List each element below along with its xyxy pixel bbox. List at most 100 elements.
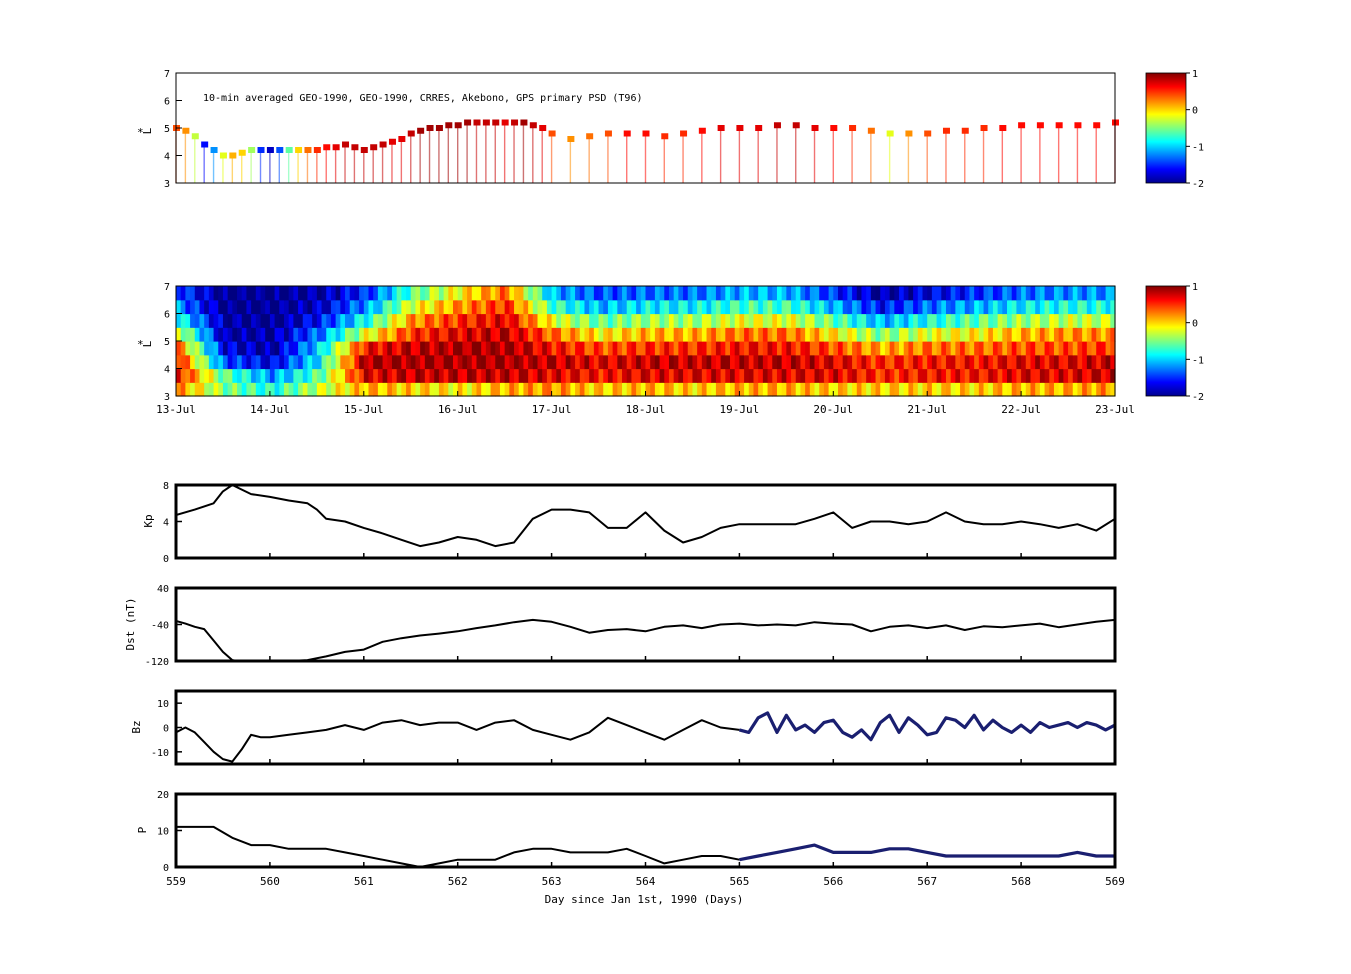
- heatmap-cell: [396, 327, 402, 342]
- heatmap-cell: [1007, 341, 1013, 356]
- heatmap-cell: [542, 382, 548, 397]
- heatmap-cell: [974, 299, 980, 315]
- heatmap-cell: [903, 299, 910, 315]
- plot-frame: [174, 689, 1117, 766]
- heatmap-cell: [481, 313, 487, 328]
- trajectory-point: [313, 147, 321, 153]
- heatmap-cell: [941, 299, 947, 315]
- heatmap-cell: [819, 286, 825, 301]
- heatmap-cell: [565, 341, 571, 356]
- heatmap-cell: [870, 313, 877, 328]
- heatmap-cell: [856, 313, 863, 328]
- heatmap-cell: [823, 286, 830, 301]
- heatmap-cell: [330, 382, 337, 397]
- heatmap-cell: [485, 368, 492, 383]
- heatmap-cell: [490, 382, 496, 397]
- heatmap-cell: [546, 368, 553, 383]
- heatmap-cell: [213, 368, 219, 383]
- heatmap-cell: [443, 327, 449, 342]
- heatmap-cell: [434, 299, 440, 315]
- heatmap-cell: [861, 299, 867, 315]
- heatmap-cell: [800, 286, 806, 301]
- heatmap-cell: [814, 299, 820, 315]
- heatmap-cell: [565, 327, 571, 342]
- x-tick-label: 565: [729, 875, 749, 888]
- heatmap-cell: [335, 368, 341, 383]
- heatmap-cell: [368, 354, 374, 370]
- heatmap-cell: [1039, 327, 1046, 342]
- heatmap-cell: [908, 327, 914, 342]
- heatmap-cell: [283, 354, 290, 370]
- heatmap-cell: [326, 341, 332, 356]
- heatmap-cell: [396, 313, 402, 328]
- heatmap-cell: [1011, 382, 1018, 397]
- heatmap-cell: [997, 286, 1003, 301]
- heatmap-cell: [701, 368, 708, 383]
- heatmap-cell: [603, 313, 609, 328]
- heatmap-cell: [321, 299, 327, 315]
- heatmap-cell: [711, 299, 717, 315]
- heatmap-cell: [988, 299, 994, 315]
- heatmap-cell: [687, 368, 694, 383]
- heatmap-cell: [1016, 299, 1022, 315]
- heatmap-cell: [781, 341, 787, 356]
- heatmap-cell: [645, 368, 651, 383]
- heatmap-cell: [274, 313, 280, 328]
- heatmap-cell: [255, 382, 262, 397]
- heatmap-cell: [518, 368, 525, 383]
- heatmap-cell: [955, 313, 961, 328]
- heatmap-cell: [725, 368, 731, 383]
- colorbar-tick-label: 0: [1192, 319, 1198, 330]
- heatmap-cell: [668, 327, 675, 342]
- heatmap-cell: [1011, 299, 1018, 315]
- heatmap-cell: [499, 313, 506, 328]
- heatmap-cell: [321, 382, 327, 397]
- heatmap-cell: [1035, 313, 1041, 328]
- heatmap-cell: [622, 382, 628, 397]
- trajectory-point: [257, 147, 265, 153]
- heatmap-cell: [495, 354, 501, 370]
- heatmap-cell: [913, 313, 919, 328]
- heatmap-cell: [1044, 327, 1050, 342]
- heatmap-cell: [870, 382, 877, 397]
- heatmap-cell: [438, 313, 445, 328]
- heatmap-cell: [678, 382, 684, 397]
- heatmap-cell: [687, 313, 694, 328]
- heatmap-cell: [424, 382, 431, 397]
- heatmap-cell: [349, 368, 356, 383]
- heatmap-cell: [955, 382, 961, 397]
- heatmap-cell: [1021, 313, 1027, 328]
- heatmap-cell: [692, 382, 698, 397]
- heatmap-cell: [542, 327, 548, 342]
- heatmap-cell: [908, 313, 914, 328]
- heatmap-cell: [1030, 286, 1036, 301]
- heatmap-cell: [697, 286, 703, 301]
- heatmap-cell: [1053, 368, 1060, 383]
- x-tick-label: 564: [636, 875, 656, 888]
- heatmap-cell: [814, 368, 820, 383]
- heatmap-cell: [603, 368, 609, 383]
- heatmap-cell: [636, 368, 642, 383]
- heatmap-cell: [185, 341, 191, 356]
- heatmap-cell: [227, 299, 233, 315]
- heatmap-cell: [711, 286, 717, 301]
- heatmap-cell: [1096, 368, 1102, 383]
- heatmap-cell: [786, 299, 792, 315]
- heatmap-cell: [518, 313, 525, 328]
- heatmap-cell: [204, 327, 210, 342]
- trajectory-point: [1074, 122, 1082, 129]
- heatmap-cell: [814, 382, 820, 397]
- heatmap-cell: [903, 354, 910, 370]
- trajectory-point: [999, 125, 1007, 131]
- heatmap-cell: [715, 313, 722, 328]
- heatmap-cell: [420, 286, 426, 301]
- y-tick-label: 20: [157, 790, 169, 801]
- heatmap-cell: [269, 299, 276, 315]
- heatmap-cell: [988, 382, 994, 397]
- heatmap-cell: [636, 327, 642, 342]
- heatmap-cell: [354, 341, 360, 356]
- heatmap-cell: [875, 354, 881, 370]
- heatmap-cell: [255, 368, 262, 383]
- heatmap-cell: [884, 286, 891, 301]
- heatmap-cell: [1053, 299, 1060, 315]
